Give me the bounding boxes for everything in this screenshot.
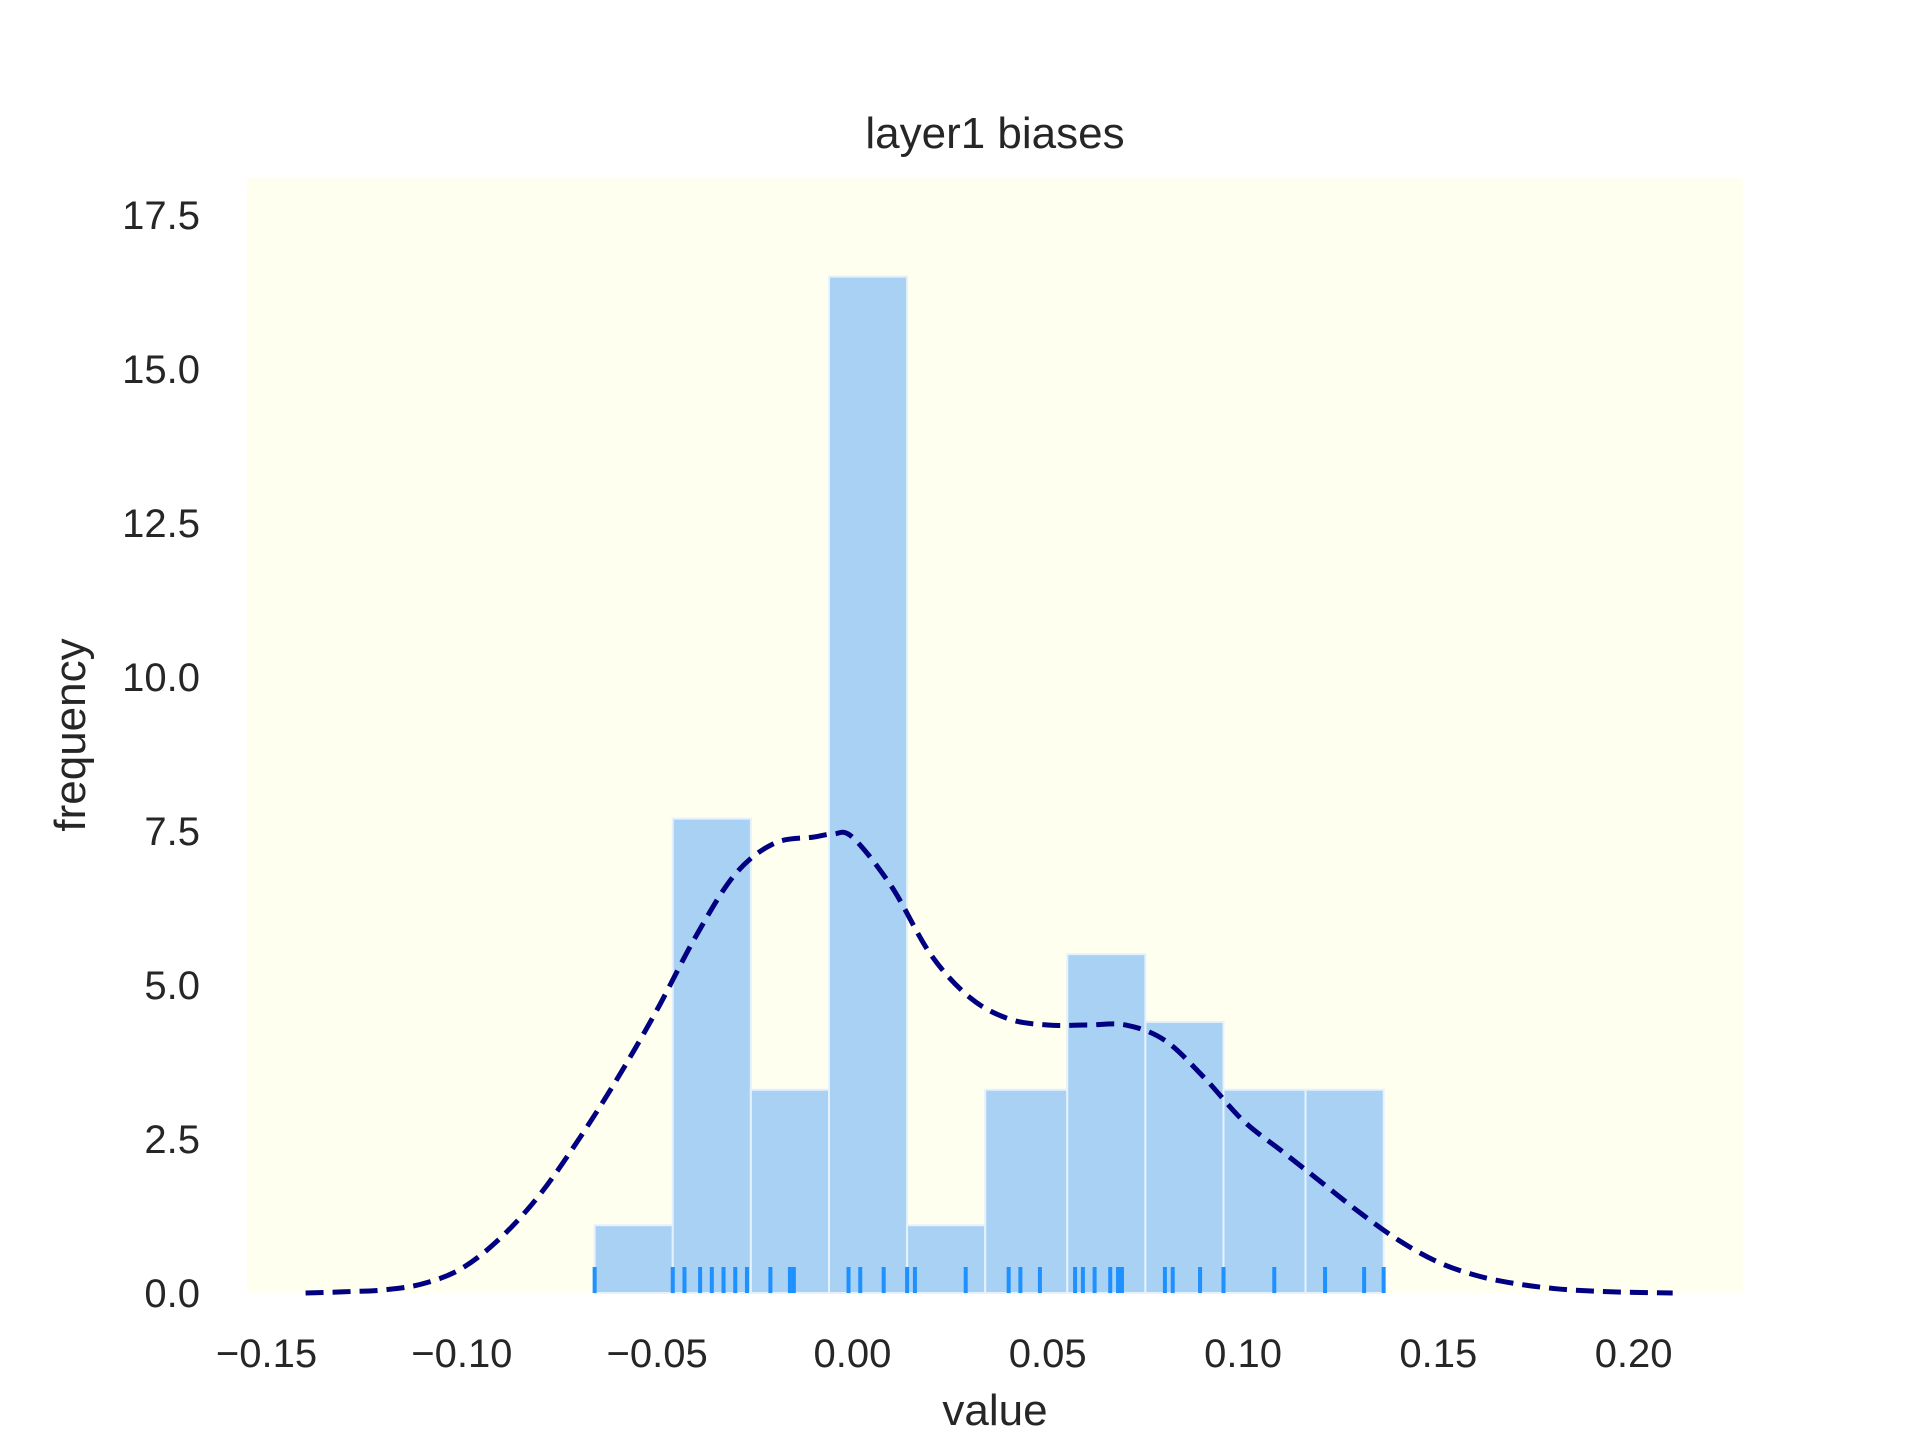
y-tick-label-0: 0.0 bbox=[144, 1272, 200, 1316]
x-axis-label: value bbox=[942, 1386, 1047, 1435]
y-tick-labels: 0.0 2.5 5.0 7.5 10.0 12.5 15.0 17.5 bbox=[122, 194, 200, 1316]
histogram-bar-9 bbox=[1304, 1088, 1385, 1294]
y-tick-label-7: 17.5 bbox=[122, 194, 200, 238]
histogram-bar-8 bbox=[1222, 1088, 1307, 1294]
x-tick-label-2: −0.05 bbox=[607, 1332, 708, 1376]
histogram-bar-1 bbox=[671, 817, 752, 1294]
y-tick-label-1: 2.5 bbox=[144, 1118, 200, 1162]
histogram-bar-3 bbox=[827, 275, 909, 1294]
histogram-bars bbox=[593, 275, 1385, 1295]
x-tick-label-5: 0.10 bbox=[1204, 1332, 1282, 1376]
y-tick-label-6: 15.0 bbox=[122, 348, 200, 392]
chart-title: layer1 biases bbox=[865, 109, 1124, 158]
rug-marks bbox=[592, 1267, 1386, 1293]
y-tick-label-3: 7.5 bbox=[144, 810, 200, 854]
x-tick-label-4: 0.05 bbox=[1009, 1332, 1087, 1376]
y-tick-label-2: 5.0 bbox=[144, 964, 200, 1008]
x-tick-label-6: 0.15 bbox=[1399, 1332, 1477, 1376]
y-axis-label: frequency bbox=[46, 638, 95, 831]
x-tick-labels: −0.15 −0.10 −0.05 0.00 0.05 0.10 0.15 0.20 bbox=[216, 1332, 1673, 1376]
histogram-bar-7 bbox=[1144, 1020, 1225, 1294]
histogram-bar-5 bbox=[984, 1088, 1069, 1294]
x-tick-label-7: 0.20 bbox=[1595, 1332, 1673, 1376]
histogram-bar-6 bbox=[1066, 953, 1147, 1295]
histogram-bar-2 bbox=[749, 1088, 830, 1294]
x-tick-label-1: −0.10 bbox=[411, 1332, 512, 1376]
y-tick-label-5: 12.5 bbox=[122, 502, 200, 546]
x-tick-label-3: 0.00 bbox=[814, 1332, 892, 1376]
kde-curve bbox=[305, 829, 1673, 1296]
histogram-bar-0 bbox=[593, 1224, 674, 1294]
x-tick-label-0: −0.15 bbox=[216, 1332, 317, 1376]
y-tick-label-4: 10.0 bbox=[122, 656, 200, 700]
histogram-bar-4 bbox=[906, 1224, 987, 1294]
